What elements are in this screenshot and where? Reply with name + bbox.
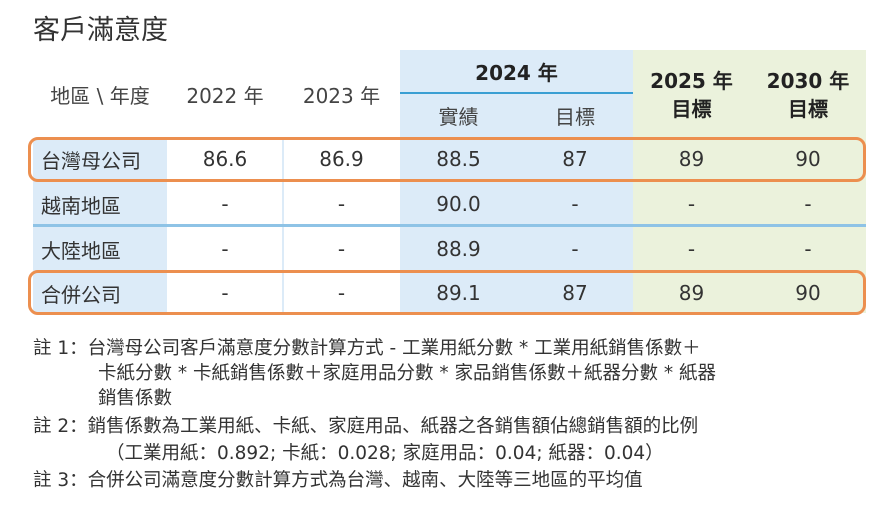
table-cell-v2024-actual: 88.5 <box>436 147 481 171</box>
header-2030: 2030 年 <box>766 68 850 93</box>
note-1-line-2: 卡紙分數 * 卡紙銷售係數＋家庭用品分數 * 家品銷售係數＋紙器分數 * 紙器 <box>98 363 717 384</box>
row-divider <box>33 224 866 227</box>
header-divider <box>400 92 633 94</box>
note-2-line-1: 註 2：銷售係數為工業用紙、卡紙、家庭用品、紙器之各銷售額佔總銷售額的比例 <box>33 416 699 437</box>
table-cell-v2030: 90 <box>795 281 821 305</box>
note-1-line-1: 註 1：台灣母公司客戶滿意度分數計算方式 - 工業用紙分數 * 工業用紙銷售係數… <box>33 338 701 359</box>
table-cell-v2030: - <box>804 237 812 261</box>
header-2024-actual: 實績 <box>438 104 479 129</box>
row-label: 合併公司 <box>41 282 121 307</box>
highlight-box-taiwan <box>28 137 866 182</box>
header-2024-target: 目標 <box>555 104 595 129</box>
table-cell-v2030: 90 <box>795 147 821 171</box>
table-cell-v2023: - <box>337 192 346 216</box>
table-cell-v2025: - <box>687 192 696 216</box>
note-1-line-3: 銷售係數 <box>98 388 173 409</box>
table-cell-v2024-actual: 88.9 <box>436 237 481 261</box>
table-cell-v2024-target: 87 <box>562 147 588 171</box>
page-title: 客戶滿意度 <box>33 15 168 46</box>
table-cell-v2025: 89 <box>678 281 705 305</box>
table-cell-v2024-actual: 90.0 <box>436 192 481 216</box>
table-cell-v2024-actual: 89.1 <box>436 281 481 305</box>
table-cell-v2030: - <box>804 192 812 216</box>
table-cell-v2024-target: - <box>571 192 579 216</box>
row-label: 大陸地區 <box>41 238 121 263</box>
table-cell-v2025: 89 <box>678 147 705 171</box>
row-label: 台灣母公司 <box>41 148 141 173</box>
table-cell-v2024-target: - <box>571 237 579 261</box>
row-label: 越南地區 <box>41 193 121 218</box>
header-2025-target: 目標 <box>671 96 712 121</box>
table-cell-v2024-target: 87 <box>562 281 588 305</box>
table-cell-v2022: - <box>221 237 229 261</box>
header-2030-target: 目標 <box>788 96 828 121</box>
table-cell-v2025: - <box>687 237 696 261</box>
note-2-line-2: （工業用紙：0.892; 卡紙：0.028; 家庭用品：0.04; 紙器：0.0… <box>106 443 664 464</box>
header-2023: 2023 年 <box>302 83 381 108</box>
table-cell-v2023: - <box>337 237 346 261</box>
table-cell-v2022: - <box>221 281 229 305</box>
header-2024: 2024 年 <box>475 60 558 85</box>
table-cell-v2022: - <box>221 192 229 216</box>
table-cell-v2023: 86.9 <box>319 147 364 171</box>
note-3-line-1: 註 3：合併公司滿意度分數計算方式為台灣、越南、大陸等三地區的平均值 <box>33 470 643 491</box>
header-2025: 2025 年 <box>650 68 733 93</box>
table-cell-v2023: - <box>337 281 346 305</box>
table-cell-v2022: 86.6 <box>202 147 248 171</box>
highlight-box-consolidated <box>28 270 866 315</box>
header-2022: 2022 年 <box>186 83 264 108</box>
header-region-year: 地區 \ 年度 <box>50 83 150 108</box>
